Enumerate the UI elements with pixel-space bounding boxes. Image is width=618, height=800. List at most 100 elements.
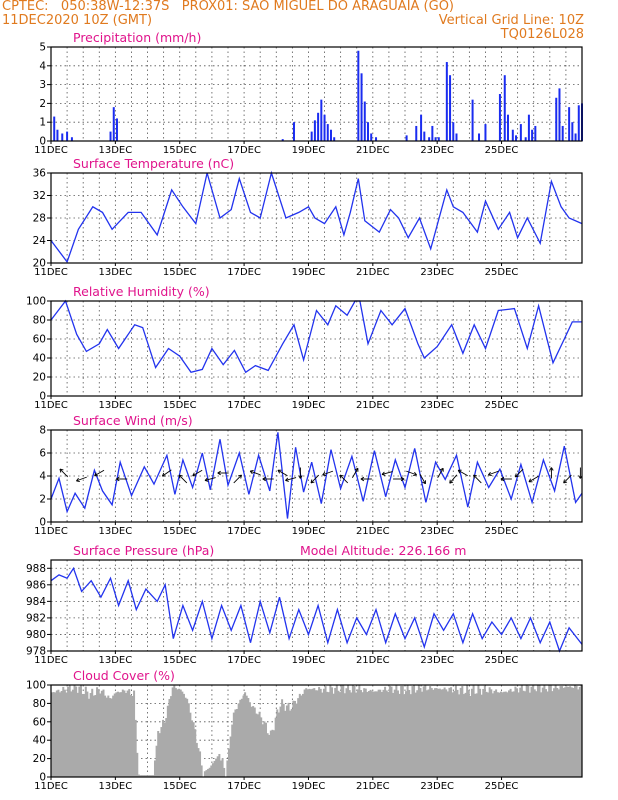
x-tick-label: 21DEC (356, 781, 390, 792)
precip-bar (527, 114, 530, 141)
cloud-bar (116, 691, 119, 777)
cloud-bar (413, 685, 416, 777)
cloud-bar (562, 687, 565, 777)
precip-bar (357, 50, 360, 142)
precip-bar (66, 131, 69, 141)
cloud-bar (519, 687, 522, 777)
precip-bar (310, 131, 313, 141)
cloud-bar (314, 690, 317, 777)
cloud-bar (71, 689, 74, 777)
cloud-bar (540, 692, 543, 777)
y-tick-label: 982 (26, 612, 46, 624)
precip-bar (375, 137, 378, 141)
cloud-bar (448, 687, 451, 777)
panel-0: 0 1 2 3 4 5 11DEC 13DEC 15DEC 17DEC 19DEC 21DEC 23DE… (34, 30, 583, 156)
x-tick-label: 21DEC (356, 400, 390, 411)
cloud-bar (390, 686, 393, 777)
cloud-bar (377, 689, 380, 777)
precip-bar (519, 124, 522, 141)
cloud-bar (385, 690, 388, 777)
cloud-bar (210, 765, 213, 777)
cloud-bar (97, 689, 100, 777)
x-tick-label: 13DEC (98, 526, 132, 537)
x-tick-label: 19DEC (292, 267, 326, 278)
cloud-bar (580, 685, 583, 777)
precip-bar (360, 73, 363, 141)
run-date: 11DEC2020 10Z (GMT) (2, 13, 153, 28)
y-tick-label: 978 (26, 646, 46, 658)
cloud-bar (451, 692, 454, 777)
cloud-bar (136, 752, 139, 777)
cloud-bar (546, 691, 549, 777)
cloud-bar (438, 688, 441, 777)
cloud-bar (445, 689, 448, 777)
cloud-bar (330, 687, 333, 777)
precip-bar (577, 105, 580, 141)
cloud-bar (450, 687, 453, 777)
wind-arrow (360, 476, 372, 482)
precip-bar (449, 75, 452, 141)
precip-bar (317, 112, 320, 141)
cloud-bar (575, 685, 578, 777)
wind-arrow (339, 474, 349, 484)
cloud-bar (384, 686, 387, 777)
y-tick-label: 980 (26, 629, 46, 641)
y-tick-label: 2 (39, 98, 46, 110)
cloud-bar (322, 688, 325, 777)
y-tick-label: 988 (26, 563, 46, 575)
precip-bar (281, 139, 284, 141)
x-tick-label: 13DEC (98, 781, 132, 792)
cloud-bar (359, 690, 362, 777)
cloud-bar (324, 686, 327, 777)
wind-arrow (262, 476, 274, 482)
cloud-bar (104, 695, 107, 777)
cloud-bar (570, 687, 573, 777)
x-tick-label: 23DEC (420, 526, 454, 537)
x-tick-label: 15DEC (163, 400, 197, 411)
cloud-bar (416, 690, 419, 777)
cloud-bar (569, 686, 572, 777)
cloud-bar (236, 708, 239, 777)
x-tick-label: 23DEC (420, 781, 454, 792)
cloud-bar (369, 689, 372, 777)
cloud-bar (458, 694, 461, 777)
cloud-bar (363, 688, 366, 777)
cloud-bar (303, 689, 306, 777)
x-tick-label: 21DEC (356, 526, 390, 537)
cloud-bar (462, 694, 465, 777)
cloud-bar (163, 722, 166, 777)
y-tick-label: 28 (33, 213, 46, 225)
cloud-bar (536, 685, 539, 777)
cloud-bar (247, 698, 250, 777)
cloud-bar (245, 695, 248, 777)
cloud-bar (208, 767, 211, 777)
wind-arrow (393, 476, 405, 482)
cloud-bar (419, 687, 422, 777)
cloud-bar (263, 721, 266, 777)
cloud-bar (535, 691, 538, 777)
cloud-bar (113, 693, 116, 777)
cloud-bar (231, 724, 234, 777)
cloud-bar (440, 689, 443, 777)
cloud-bar (485, 691, 488, 777)
cloud-bar (211, 763, 214, 777)
cloud-bar (499, 691, 502, 777)
cloud-bar (559, 686, 562, 777)
cloud-bar (232, 712, 235, 777)
cloud-bar (347, 685, 350, 777)
cloud-bar (310, 689, 313, 777)
cloud-bar (409, 694, 412, 777)
cloud-bar (411, 686, 414, 777)
panel-title: Cloud Cover (%) (73, 668, 175, 683)
cloud-bar (173, 685, 176, 777)
cloud-bar (429, 686, 432, 777)
wind-arrow (549, 467, 554, 479)
cloud-bar (549, 685, 552, 777)
cloud-bar (464, 692, 467, 777)
cloud-bar (178, 688, 181, 777)
cloud-bar (408, 689, 411, 777)
cloud-bar (300, 695, 303, 777)
cloud-bar (393, 689, 396, 777)
cloud-bar (361, 692, 364, 777)
cloud-bar (94, 695, 97, 777)
